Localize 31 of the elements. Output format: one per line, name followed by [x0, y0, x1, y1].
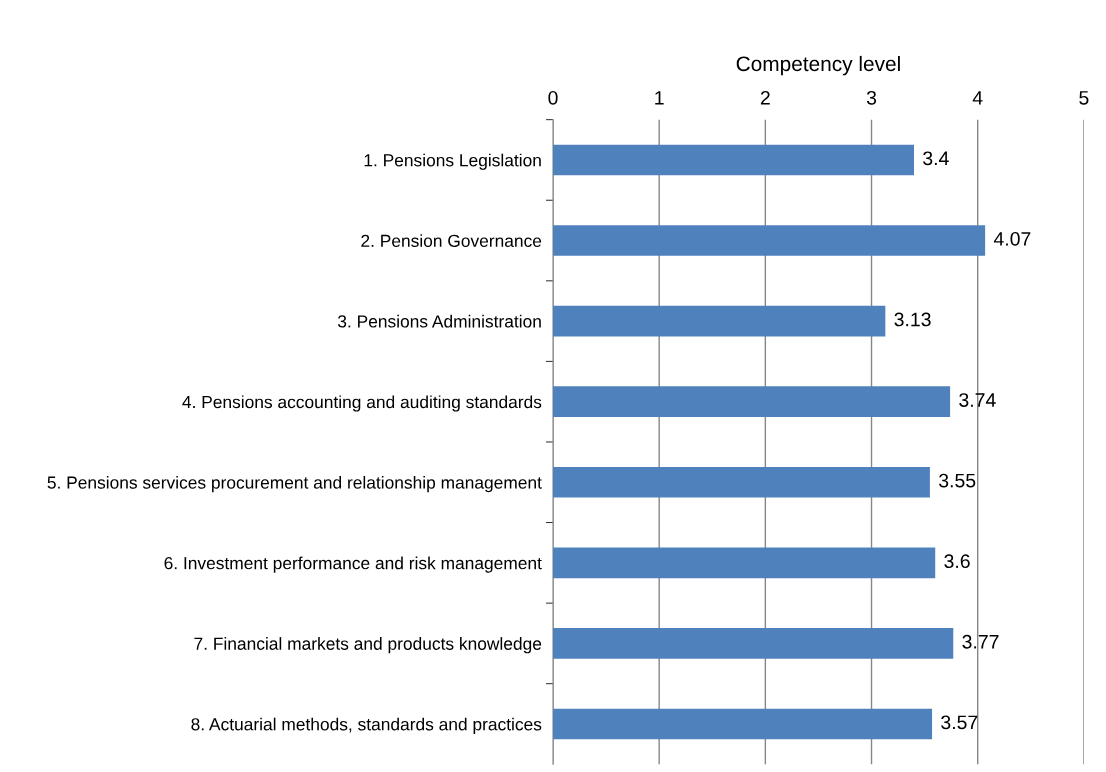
bar	[553, 386, 951, 417]
x-tick-label: 1	[655, 91, 664, 105]
y-tick-label: 8. Actuarial methods, standards and practices	[191, 717, 542, 734]
x-axis-title: Competency level	[736, 55, 900, 76]
bar	[553, 628, 954, 659]
data-label: 3.4	[923, 151, 949, 166]
y-tick-label: 1. Pensions Legislation	[364, 153, 541, 170]
data-label: 3.57	[941, 715, 978, 730]
y-tick-label: 2. Pension Governance	[361, 234, 542, 247]
x-tick-label: 2	[760, 90, 770, 105]
x-tick-label: 5	[1079, 91, 1089, 105]
data-label: 3.74	[959, 393, 996, 407]
data-label: 3.6	[944, 554, 970, 569]
x-tick-label: 3	[866, 90, 877, 105]
x-tick-label: 0	[548, 90, 558, 105]
y-tick-label: 4. Pensions accounting and auditing standards	[182, 395, 542, 412]
bar	[553, 547, 936, 579]
data-label: 4.07	[993, 231, 1031, 246]
y-tick-label: 5. Pensions services procurement and relationship management	[47, 475, 542, 493]
data-label: 3.55	[939, 473, 976, 488]
bar	[553, 144, 914, 176]
y-tick-label: 3. Pensions Administration	[337, 314, 541, 328]
x-tick-label: 4	[972, 91, 983, 105]
bar	[553, 466, 930, 498]
y-tick-label: 6. Investment performance and risk management	[164, 556, 542, 573]
bar	[553, 305, 886, 337]
data-label: 3.77	[962, 634, 999, 649]
data-label: 3.13	[894, 312, 931, 327]
y-tick-label: 7. Financial markets and products knowledge	[194, 637, 542, 654]
bar	[553, 708, 933, 740]
bar	[553, 225, 986, 256]
